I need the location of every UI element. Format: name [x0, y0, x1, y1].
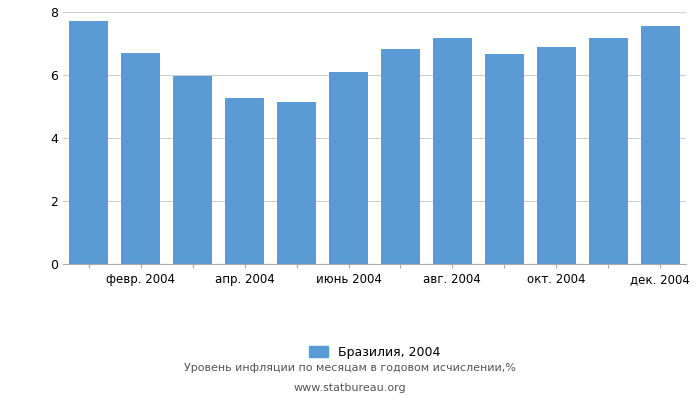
Bar: [121, 53, 160, 264]
Legend: Бразилия, 2004: Бразилия, 2004: [304, 340, 445, 364]
Bar: [277, 102, 316, 264]
Bar: [174, 76, 212, 264]
Bar: [225, 98, 264, 264]
Bar: [329, 72, 368, 264]
Bar: [485, 54, 524, 264]
Bar: [537, 47, 575, 264]
Bar: [589, 38, 628, 264]
Text: Уровень инфляции по месяцам в годовом исчислении,%: Уровень инфляции по месяцам в годовом ис…: [184, 363, 516, 373]
Bar: [640, 26, 680, 264]
Bar: [433, 38, 472, 264]
Bar: [69, 21, 108, 264]
Text: www.statbureau.org: www.statbureau.org: [294, 383, 406, 393]
Bar: [381, 49, 420, 264]
